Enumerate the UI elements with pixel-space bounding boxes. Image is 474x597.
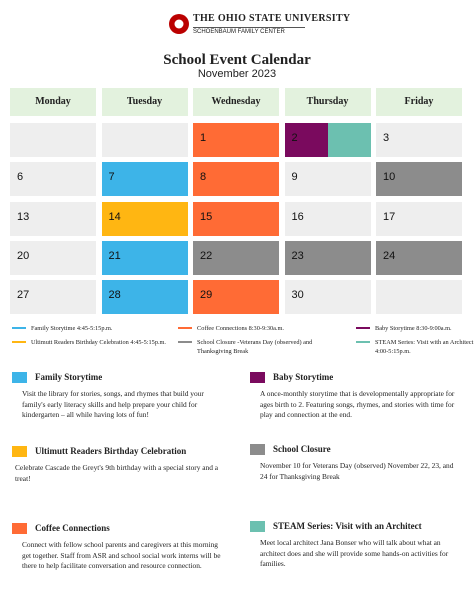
event-swatch bbox=[12, 446, 27, 457]
event-title: Coffee Connections bbox=[35, 523, 110, 533]
calendar-cell bbox=[284, 240, 371, 275]
event-title: School Closure bbox=[273, 444, 331, 454]
calendar-cell bbox=[101, 123, 188, 157]
title: School Event Calendar bbox=[163, 52, 311, 68]
legend-text: Coffee Connections 8:30-9:30a.m. bbox=[197, 325, 284, 332]
calendar-cell bbox=[10, 162, 96, 197]
legend-text: STEAM Series: Visit with an Architect 4:… bbox=[375, 339, 474, 356]
event-swatch bbox=[12, 523, 27, 534]
calendar-cell bbox=[376, 280, 462, 315]
event-swatch bbox=[250, 521, 265, 532]
day-number: 14 bbox=[108, 210, 121, 223]
day-number: 22 bbox=[200, 249, 213, 262]
calendar-cell bbox=[101, 240, 188, 275]
day-number: 10 bbox=[383, 171, 396, 184]
legend-text: Ultimutt Readers Birthday Celebration 4:… bbox=[31, 339, 167, 346]
event-text: Visit the library for stories, songs, an… bbox=[22, 389, 204, 420]
day-number: 15 bbox=[200, 210, 213, 223]
day-header: Friday bbox=[376, 88, 462, 116]
calendar-cell bbox=[10, 123, 96, 157]
event-swatch bbox=[250, 372, 265, 383]
calendar-cell bbox=[193, 162, 279, 197]
day-header: Tuesday bbox=[101, 88, 188, 116]
day-number: 1 bbox=[200, 132, 207, 144]
calendar-cell bbox=[376, 201, 462, 236]
calendar-cell bbox=[193, 240, 279, 275]
event-text: Celebrate Cascade the Greyt's 9th birthd… bbox=[15, 463, 219, 483]
calendar-cell bbox=[193, 201, 279, 236]
legend-text: Family Storytime 4:45-5:15p.m. bbox=[31, 325, 113, 332]
day-number: 6 bbox=[17, 171, 24, 184]
calendar-cell bbox=[101, 201, 188, 236]
event-swatch bbox=[12, 372, 27, 383]
day-number: 21 bbox=[108, 249, 121, 262]
day-number: 16 bbox=[291, 210, 304, 223]
calendar-cell bbox=[101, 162, 188, 197]
event-text: Meet local architect Jana Bonser who wil… bbox=[260, 538, 449, 569]
calendar-cell bbox=[376, 123, 462, 157]
event-title: STEAM Series: Visit with an Architect bbox=[273, 521, 422, 531]
day-number: 8 bbox=[200, 171, 207, 184]
day-number: 3 bbox=[383, 132, 390, 144]
legend-swatch bbox=[356, 341, 370, 343]
calendar-cell bbox=[284, 162, 371, 197]
calendar-cell bbox=[376, 240, 462, 275]
day-number: 13 bbox=[17, 210, 30, 223]
event-title: Family Storytime bbox=[35, 372, 103, 382]
day-number: 24 bbox=[383, 249, 396, 262]
legend-text: Baby Storytime 8:30-9:00a.m. bbox=[375, 325, 452, 332]
calendar-cell bbox=[193, 123, 279, 157]
calendar-cell bbox=[284, 123, 371, 157]
calendar-cell bbox=[284, 280, 371, 315]
legend-swatch bbox=[12, 341, 26, 343]
subtitle: November 2023 bbox=[197, 68, 277, 80]
calendar-cell bbox=[101, 280, 188, 315]
org-name: THE OHIO STATE UNIVERSITY bbox=[193, 13, 351, 24]
event-title: Baby Storytime bbox=[273, 372, 334, 382]
day-header: Thursday bbox=[284, 88, 371, 116]
day-number: 28 bbox=[108, 289, 121, 302]
event-text: Connect with fellow school parents and c… bbox=[22, 540, 221, 571]
calendar-cell bbox=[10, 280, 96, 315]
event-title: Ultimutt Readers Birthday Celebration bbox=[35, 446, 187, 456]
calendar-cell bbox=[376, 162, 462, 197]
day-number: 29 bbox=[200, 289, 213, 302]
day-number: 20 bbox=[17, 249, 30, 262]
event-text: A once-monthly storytime that is develop… bbox=[260, 389, 455, 420]
calendar-cell bbox=[193, 280, 279, 315]
day-number: 27 bbox=[17, 289, 30, 302]
event-swatch bbox=[250, 444, 265, 455]
day-number: 7 bbox=[108, 171, 115, 184]
calendar-cell bbox=[10, 201, 96, 236]
day-header: Monday bbox=[10, 88, 96, 116]
legend-text: School Closure -Veterans Day (observed) … bbox=[197, 339, 313, 356]
unit-name: SCHOENBAUM FAMILY CENTER bbox=[193, 27, 305, 35]
legend-swatch bbox=[178, 327, 192, 329]
calendar-cell bbox=[284, 201, 371, 236]
calendar-cell bbox=[10, 240, 96, 275]
logo-icon bbox=[169, 14, 189, 34]
day-header: Wednesday bbox=[193, 88, 279, 116]
legend-swatch bbox=[12, 327, 26, 329]
day-number: 23 bbox=[291, 249, 304, 262]
event-text: November 10 for Veterans Day (observed) … bbox=[260, 461, 454, 481]
legend-swatch bbox=[178, 341, 192, 343]
day-number: 2 bbox=[291, 132, 298, 144]
day-number: 17 bbox=[383, 210, 396, 223]
day-number: 9 bbox=[291, 171, 298, 184]
day-number: 30 bbox=[291, 289, 304, 302]
legend-swatch bbox=[356, 327, 370, 329]
